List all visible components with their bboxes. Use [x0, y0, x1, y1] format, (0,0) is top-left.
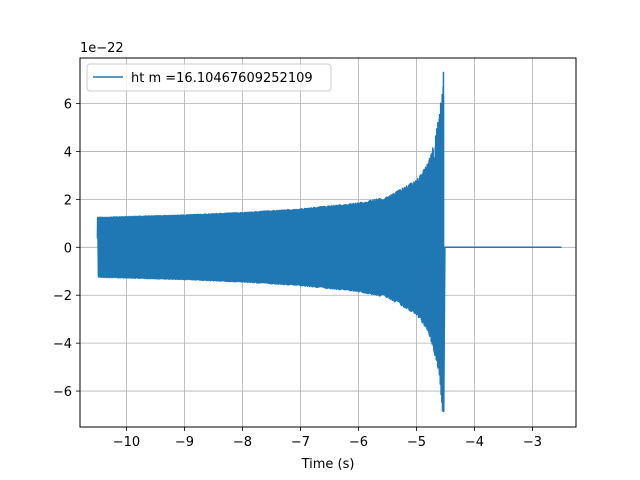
legend: ht m =16.10467609252109 — [86, 63, 332, 92]
plot-frame — [79, 57, 577, 428]
y-axis-ticks: −6 −4 −2 0 2 4 6 — [53, 98, 80, 400]
y-axis-offset-label: 1e−22 — [80, 41, 124, 56]
y-tick-label: 0 — [64, 241, 72, 256]
x-tick-label: −9 — [175, 435, 194, 450]
x-tick-label: −10 — [113, 435, 140, 450]
series-layer — [96, 71, 562, 413]
legend-box — [86, 63, 332, 92]
y-tick-label: 2 — [64, 193, 72, 208]
x-axis-ticks: −10 −9 −8 −7 −6 −5 −4 −3 — [113, 427, 542, 450]
grid — [80, 58, 576, 427]
x-tick-label: −8 — [233, 435, 252, 450]
x-tick-label: −5 — [407, 435, 426, 450]
x-tick-label: −3 — [523, 435, 542, 450]
x-tick-label: −4 — [465, 435, 484, 450]
x-tick-label: −6 — [349, 435, 368, 450]
x-axis-label: Time (s) — [301, 457, 355, 472]
y-tick-label: 6 — [64, 98, 72, 113]
y-tick-label: 4 — [64, 145, 72, 160]
legend-entry-label: ht m =16.10467609252109 — [131, 71, 313, 86]
y-tick-label: −2 — [53, 289, 72, 304]
series-line-ht — [96, 71, 562, 413]
y-tick-label: −6 — [53, 385, 72, 400]
x-tick-label: −7 — [291, 435, 310, 450]
y-tick-label: −4 — [53, 337, 72, 352]
